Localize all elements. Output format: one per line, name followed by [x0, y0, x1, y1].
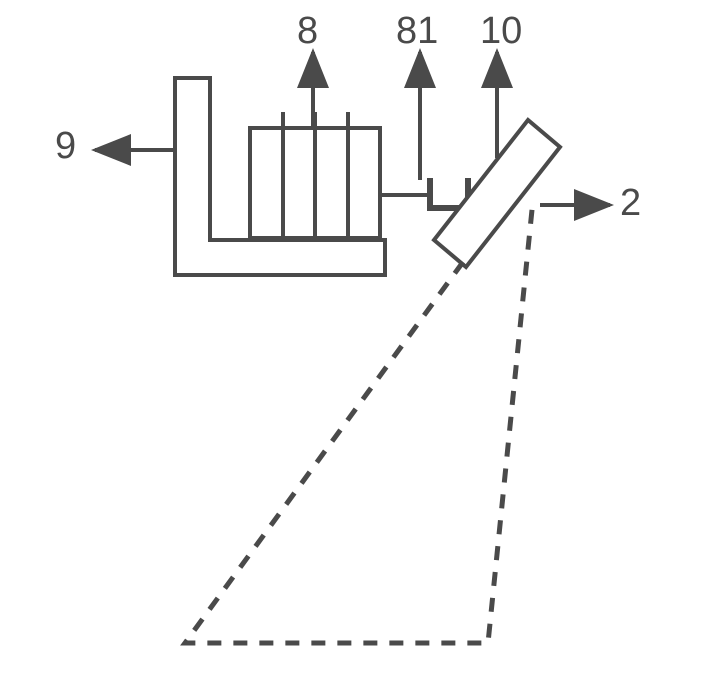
label-8: 8	[297, 10, 318, 53]
label-81: 81	[396, 10, 438, 53]
schematic-diagram	[0, 0, 718, 694]
label-2: 2	[620, 182, 641, 225]
label-10: 10	[480, 10, 522, 53]
label-9: 9	[55, 125, 76, 168]
